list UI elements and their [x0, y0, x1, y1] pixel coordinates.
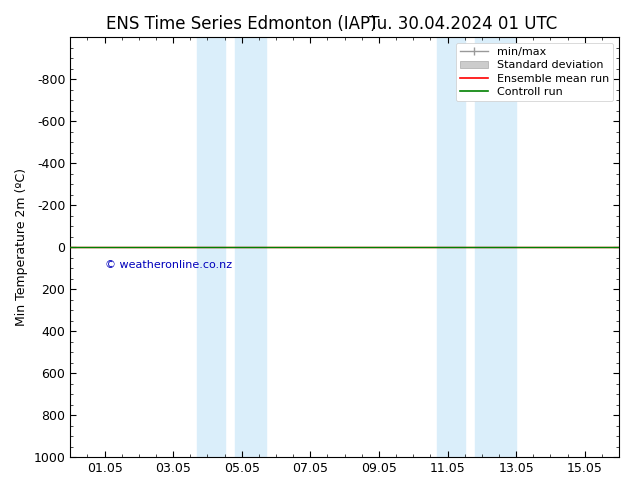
Bar [235, 37, 266, 457]
Text: ENS Time Series Edmonton (IAP): ENS Time Series Edmonton (IAP) [106, 15, 376, 33]
Legend: min/max, Standard deviation, Ensemble mean run, Controll run: min/max, Standard deviation, Ensemble me… [456, 43, 614, 101]
Bar [437, 37, 465, 457]
Bar [197, 37, 224, 457]
Y-axis label: Min Temperature 2m (ºC): Min Temperature 2m (ºC) [15, 168, 28, 326]
Bar [475, 37, 516, 457]
Text: © weatheronline.co.nz: © weatheronline.co.nz [105, 260, 231, 270]
Text: Tu. 30.04.2024 01 UTC: Tu. 30.04.2024 01 UTC [369, 15, 557, 33]
